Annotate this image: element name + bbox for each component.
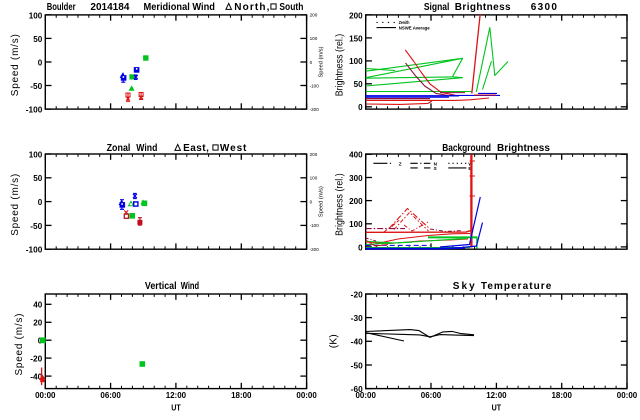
svg-text:-40: -40 xyxy=(351,338,364,347)
svg-text:2014184: 2014184 xyxy=(90,2,129,13)
svg-text:Vertical: Vertical xyxy=(145,281,177,292)
svg-text:East,: East, xyxy=(183,143,209,154)
svg-text:Z: Z xyxy=(399,161,402,166)
svg-text:Zonal: Zonal xyxy=(107,143,131,154)
svg-text:50: 50 xyxy=(33,35,43,44)
svg-text:UT: UT xyxy=(492,404,502,413)
svg-text:100: 100 xyxy=(29,11,43,20)
svg-text:Brightness: Brightness xyxy=(455,2,511,13)
svg-text:40: 40 xyxy=(33,301,43,310)
svg-text:Zenith: Zenith xyxy=(399,20,410,26)
svg-text:Wind: Wind xyxy=(136,143,157,154)
svg-text:-100: -100 xyxy=(310,83,320,88)
svg-text:-50: -50 xyxy=(351,361,364,370)
svg-text:-200: -200 xyxy=(310,107,320,112)
svg-text:-100: -100 xyxy=(26,106,43,115)
svg-text:Sky: Sky xyxy=(453,281,475,292)
svg-text:West: West xyxy=(220,143,247,154)
svg-text:200: 200 xyxy=(349,11,363,20)
svg-text:E: E xyxy=(468,166,471,171)
svg-text:0: 0 xyxy=(358,243,363,252)
svg-text:100: 100 xyxy=(29,150,43,159)
svg-text:00:00: 00:00 xyxy=(356,391,377,400)
svg-text:6300: 6300 xyxy=(531,2,558,13)
svg-text:-20: -20 xyxy=(30,355,43,364)
svg-text:NSWE Average: NSWE Average xyxy=(399,25,430,31)
svg-text:100: 100 xyxy=(310,36,318,41)
svg-text:00:00: 00:00 xyxy=(35,391,56,400)
svg-text:50: 50 xyxy=(354,80,364,89)
svg-text:00:00: 00:00 xyxy=(617,391,638,400)
svg-text:-50: -50 xyxy=(30,222,43,231)
svg-text:Wind: Wind xyxy=(181,281,199,292)
svg-text:S: S xyxy=(434,166,437,171)
svg-text:18:00: 18:00 xyxy=(552,391,573,400)
svg-text:Speed (m/s): Speed (m/s) xyxy=(14,314,25,376)
svg-text:150: 150 xyxy=(349,34,363,43)
svg-text:200: 200 xyxy=(310,152,318,157)
svg-text:06:00: 06:00 xyxy=(421,391,442,400)
svg-text:N: N xyxy=(434,161,438,166)
svg-text:200: 200 xyxy=(310,13,318,18)
svg-text:100: 100 xyxy=(349,57,363,66)
svg-text:-30: -30 xyxy=(351,314,364,323)
svg-text:0: 0 xyxy=(38,198,43,207)
svg-text:Brightness: Brightness xyxy=(497,143,550,154)
svg-text:Speed (m/s): Speed (m/s) xyxy=(318,186,324,217)
svg-text:20: 20 xyxy=(33,319,43,328)
svg-text:0: 0 xyxy=(310,60,313,65)
svg-text:50: 50 xyxy=(33,174,43,183)
svg-text:South: South xyxy=(279,2,303,13)
svg-text:(K): (K) xyxy=(329,334,340,348)
svg-text:00:00: 00:00 xyxy=(296,391,317,400)
svg-text:12:00: 12:00 xyxy=(486,391,507,400)
svg-text:Signal: Signal xyxy=(424,2,450,13)
svg-text:Speed (m/s): Speed (m/s) xyxy=(318,46,324,77)
svg-text:Boulder: Boulder xyxy=(47,2,76,13)
svg-text:North,: North, xyxy=(234,2,269,13)
svg-text:Brightness (rel.): Brightness (rel.) xyxy=(334,173,345,236)
svg-text:-100: -100 xyxy=(310,223,320,228)
svg-text:-100: -100 xyxy=(26,246,43,255)
svg-text:0: 0 xyxy=(38,58,43,67)
svg-text:Background: Background xyxy=(442,143,491,154)
svg-text:Speed (m/s): Speed (m/s) xyxy=(10,34,21,96)
svg-text:Speed (m/s): Speed (m/s) xyxy=(10,174,21,236)
svg-text:-20: -20 xyxy=(351,290,364,299)
svg-text:-40: -40 xyxy=(30,373,43,382)
svg-text:400: 400 xyxy=(349,151,363,160)
svg-text:Temperature: Temperature xyxy=(481,281,552,292)
svg-text:Brightness (rel.): Brightness (rel.) xyxy=(334,34,345,97)
svg-text:06:00: 06:00 xyxy=(100,391,121,400)
svg-text:200: 200 xyxy=(349,197,363,206)
svg-text:100: 100 xyxy=(310,176,318,181)
svg-text:18:00: 18:00 xyxy=(231,391,252,400)
svg-text:100: 100 xyxy=(349,220,363,229)
svg-text:12:00: 12:00 xyxy=(166,391,187,400)
svg-text:Meridional Wind: Meridional Wind xyxy=(144,2,215,13)
svg-text:-200: -200 xyxy=(310,247,320,252)
svg-text:UT: UT xyxy=(171,404,181,413)
svg-text:300: 300 xyxy=(349,174,363,183)
svg-text:-50: -50 xyxy=(30,82,43,91)
svg-text:0: 0 xyxy=(358,103,363,112)
svg-text:-60: -60 xyxy=(351,385,364,394)
svg-text:0: 0 xyxy=(310,199,313,204)
